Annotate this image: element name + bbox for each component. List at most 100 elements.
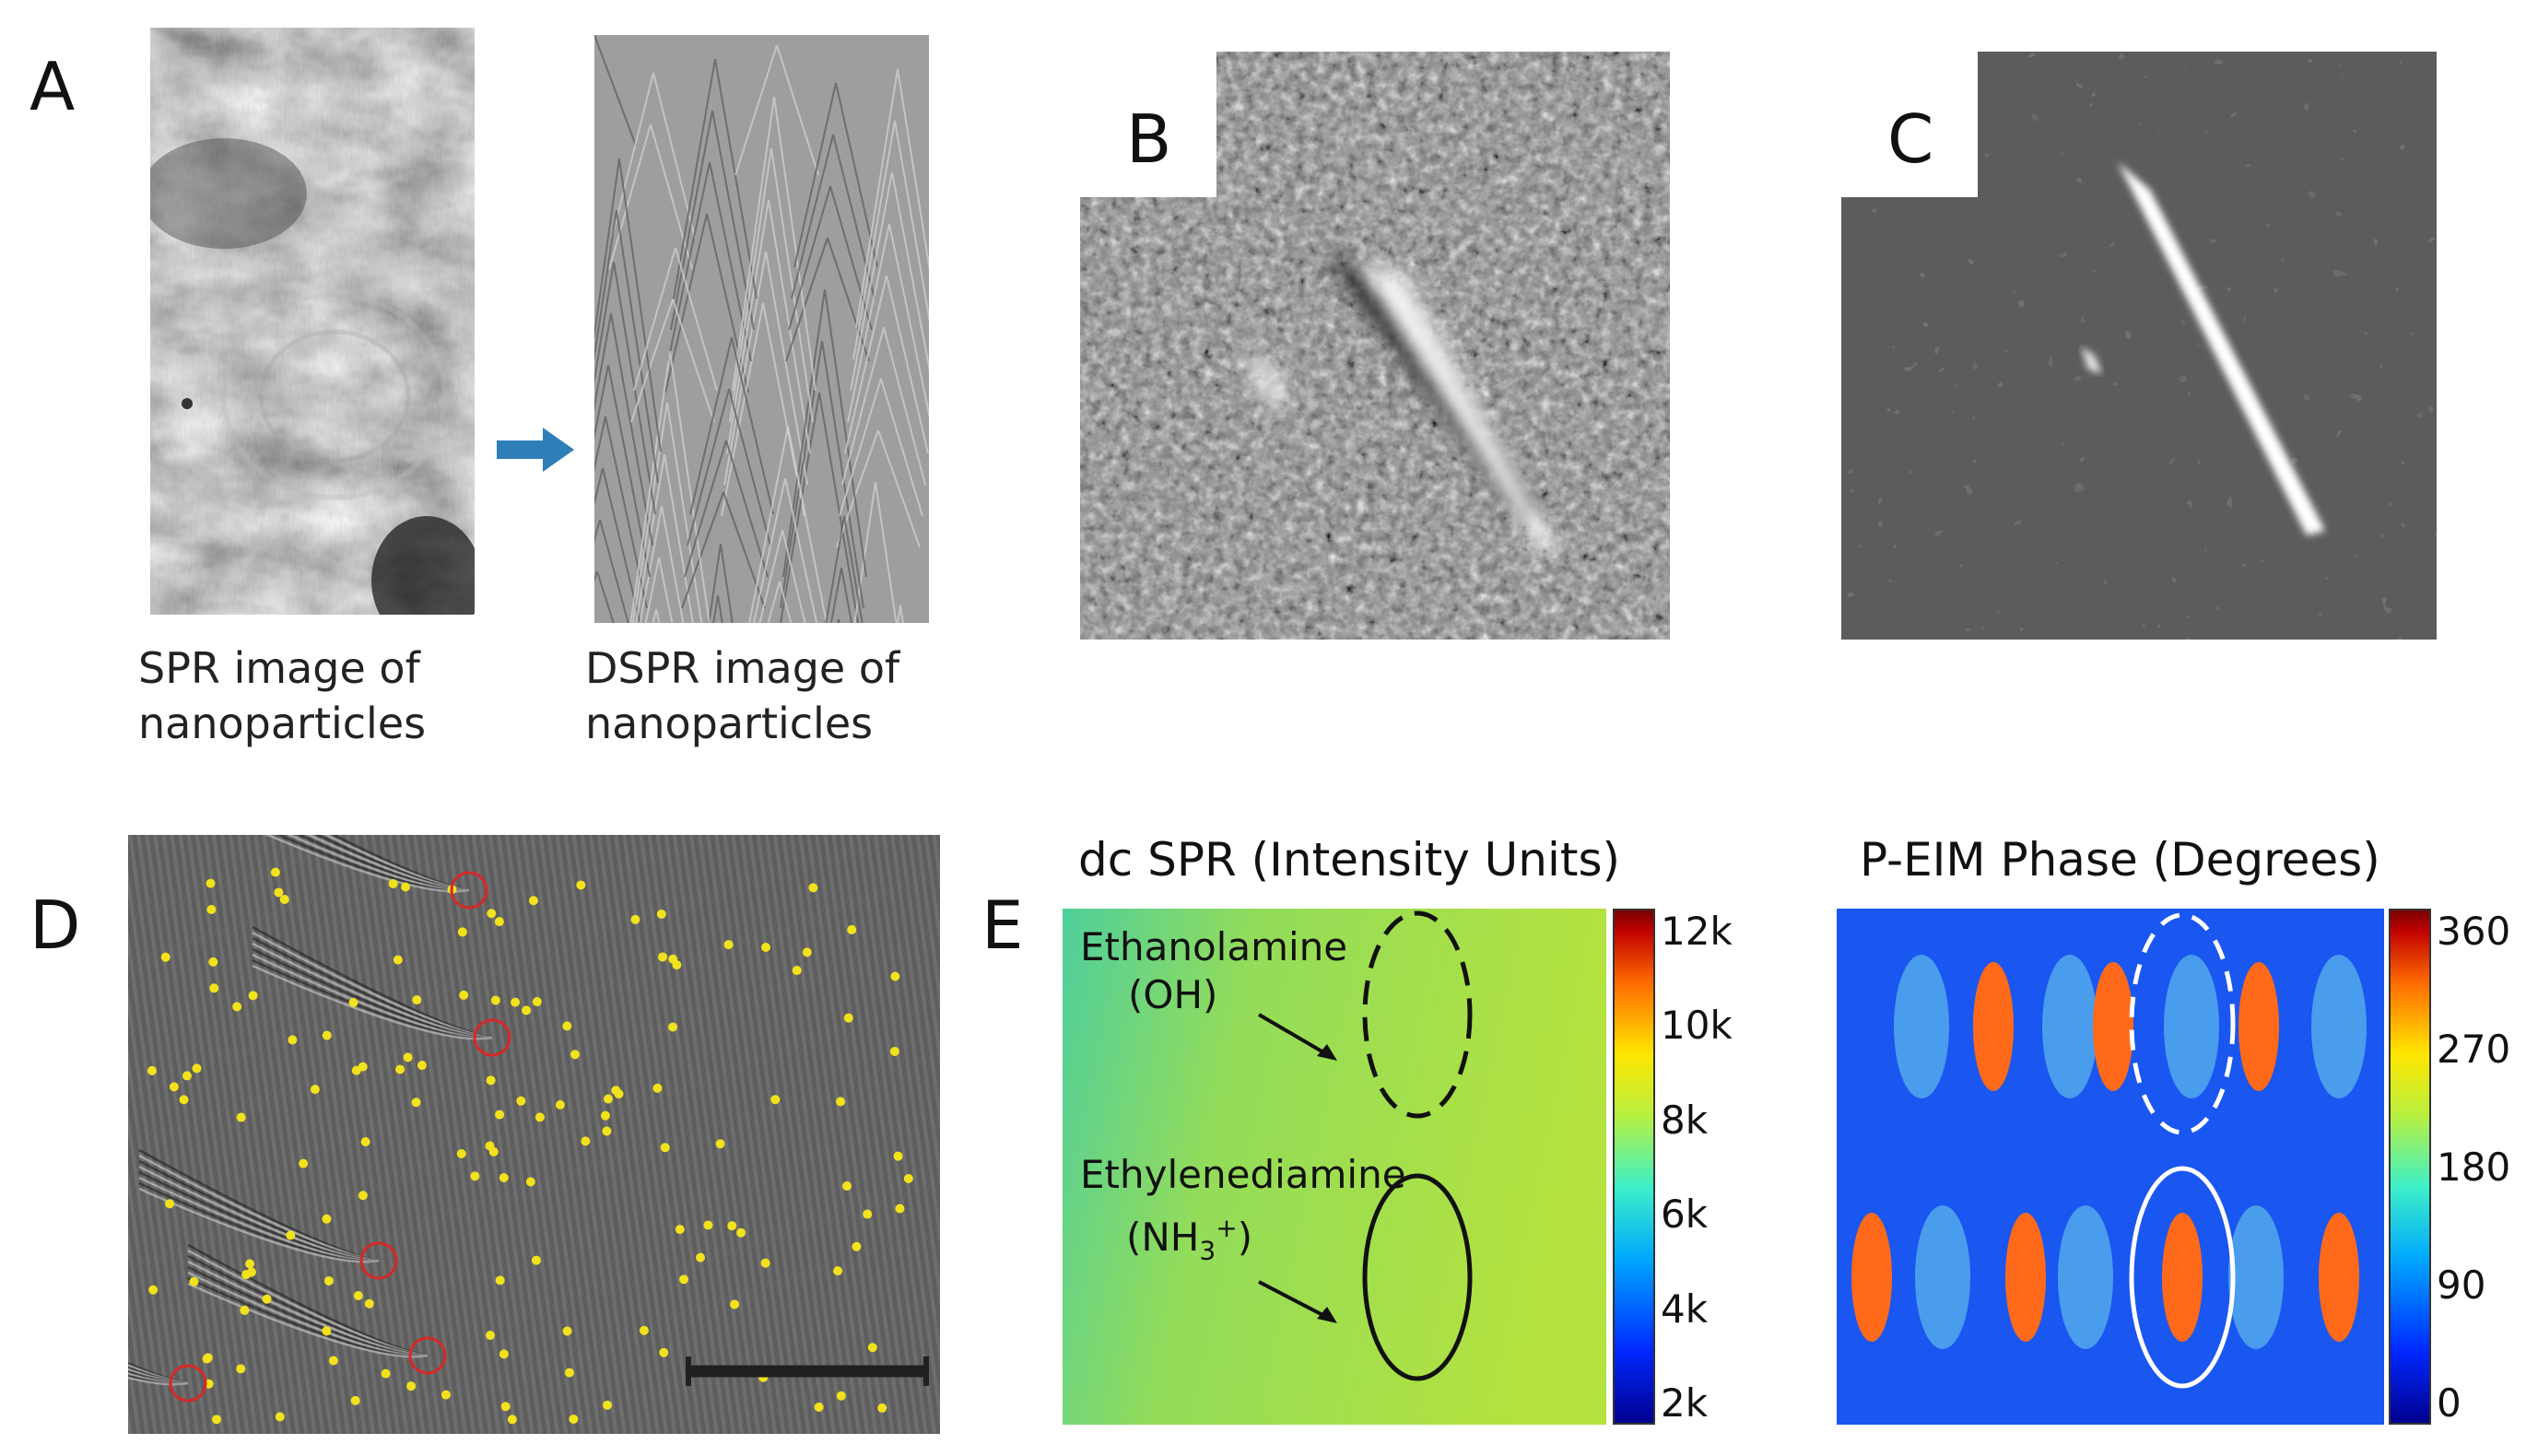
nanoparticle-marker	[715, 1139, 725, 1149]
nanoparticle-marker	[348, 998, 358, 1008]
nanoparticle-marker	[836, 1391, 846, 1401]
cool-spot	[2311, 955, 2367, 1098]
nanoparticle-marker	[388, 878, 398, 888]
nanoparticle-marker	[522, 1005, 532, 1016]
nanoparticle-marker	[893, 1151, 903, 1161]
nanoparticle-marker	[525, 1177, 535, 1187]
ethanolamine-label: Ethanolamine (OH)	[1080, 924, 1348, 1017]
panel-d-image	[128, 835, 940, 1434]
cool-spot	[2164, 955, 2219, 1098]
nanoparticle-marker	[406, 1381, 417, 1391]
nanoparticle-marker	[169, 1082, 179, 1092]
nanoparticle-marker	[393, 955, 403, 965]
spr-caption: SPR image of nanoparticles	[138, 643, 427, 748]
nanoparticle-marker	[360, 1136, 370, 1146]
dspr-image	[594, 35, 929, 623]
nanoparticle-marker	[736, 1227, 746, 1238]
nanoparticle-marker	[890, 971, 900, 981]
nanoparticle-marker	[459, 990, 469, 1000]
panel-letter-b: B	[1126, 100, 1172, 178]
nanoparticle-marker	[236, 1364, 246, 1374]
nanoparticle-marker	[863, 1209, 873, 1219]
nanoparticle-marker	[358, 1191, 368, 1201]
nanoparticle-marker	[562, 1326, 572, 1336]
nanoparticle-marker	[395, 1064, 405, 1074]
detection-circle	[169, 1364, 207, 1403]
nanoparticle-marker	[889, 1046, 899, 1056]
nanoparticle-marker	[833, 1266, 843, 1276]
nanoparticle-marker	[350, 1395, 360, 1405]
hot-spot	[2093, 962, 2133, 1091]
dc-spr-colorbar-tick: 4k	[1661, 1286, 1709, 1332]
nanoparticle-marker	[570, 1050, 580, 1060]
hot-spot	[2238, 962, 2279, 1091]
nanoparticle-marker	[760, 942, 770, 952]
nanoparticle-marker	[516, 1096, 526, 1106]
nanoparticle-marker	[531, 1255, 541, 1265]
peim-colorbar-tick: 90	[2437, 1262, 2486, 1308]
nanoparticle-marker	[656, 909, 666, 919]
nanoparticle-marker	[511, 997, 521, 1007]
nanoparticle-marker	[727, 1221, 737, 1231]
nanoparticle-marker	[576, 880, 586, 890]
nanoparticle-marker	[148, 1285, 159, 1295]
dc-spr-colorbar-tick: 12k	[1661, 909, 1733, 954]
nanoparticle-marker	[562, 1021, 572, 1031]
dc-spr-colorbar-tick: 2k	[1661, 1380, 1709, 1426]
nanoparticle-marker	[696, 1252, 706, 1262]
nanoparticle-marker	[792, 966, 802, 976]
nanoparticle-marker	[246, 1267, 256, 1277]
nanoparticle-marker	[836, 1097, 846, 1107]
nanoparticle-marker	[639, 1325, 649, 1335]
nanoparticle-marker	[412, 995, 422, 1005]
nanoparticle-marker	[500, 1402, 511, 1412]
nanoparticle-marker	[877, 1403, 887, 1413]
peim-colorbar-tick: 360	[2437, 909, 2511, 954]
nanoparticle-marker	[353, 1290, 363, 1300]
nanoparticle-marker	[160, 952, 170, 962]
nanoparticle-marker	[600, 1110, 610, 1121]
peim-colorbar-tick: 0	[2437, 1380, 2462, 1426]
panel-letter-c: C	[1887, 100, 1934, 178]
nanoparticle-marker	[179, 1095, 189, 1105]
nanoparticle-marker	[165, 1199, 175, 1209]
cool-spot	[2228, 1205, 2284, 1349]
nanoparticle-marker	[703, 1220, 713, 1230]
cool-spot	[2058, 1205, 2113, 1349]
nanoparticle-marker	[322, 1214, 332, 1224]
nanoparticle-marker	[401, 882, 411, 892]
nanoparticle-marker	[730, 1299, 740, 1309]
nanoparticle-marker	[299, 1158, 309, 1168]
nanoparticle-marker	[209, 983, 219, 993]
nanoparticle-marker	[847, 924, 857, 934]
nanoparticle-marker	[672, 960, 682, 970]
nanoparticle-marker	[495, 1275, 505, 1286]
nanoparticle-marker	[867, 1343, 877, 1353]
nanoparticle-marker	[232, 1002, 242, 1012]
nanoparticle-marker	[486, 1075, 496, 1086]
nanoparticle-marker	[569, 1414, 579, 1424]
nanoparticle-marker	[310, 1085, 320, 1095]
detection-circle	[408, 1336, 447, 1375]
nanoparticle-marker	[189, 1276, 199, 1286]
nanoparticle-marker	[490, 995, 500, 1005]
panel-letter-d: D	[29, 887, 81, 964]
nanoparticle-marker	[487, 909, 497, 919]
nanoparticle-marker	[652, 1083, 663, 1093]
nanoparticle-marker	[658, 952, 668, 962]
nanoparticle-marker	[328, 1356, 338, 1366]
panel-letter-a: A	[29, 48, 76, 125]
dc-spr-colorbar-tick: 6k	[1661, 1192, 1709, 1238]
nanoparticle-marker	[240, 1305, 250, 1315]
detection-circle	[450, 871, 488, 910]
nanoparticle-marker	[192, 1063, 202, 1074]
hot-spot	[1851, 1213, 1892, 1342]
panel-c-cutout	[1841, 52, 1978, 197]
nanoparticle-marker	[814, 1403, 824, 1413]
nanoparticle-marker	[723, 940, 734, 950]
nanoparticle-marker	[248, 991, 258, 1001]
nanoparticle-marker	[279, 895, 289, 905]
nanoparticle-marker	[903, 1173, 913, 1183]
hot-spot	[2319, 1213, 2359, 1342]
nanoparticle-marker	[495, 1110, 505, 1120]
